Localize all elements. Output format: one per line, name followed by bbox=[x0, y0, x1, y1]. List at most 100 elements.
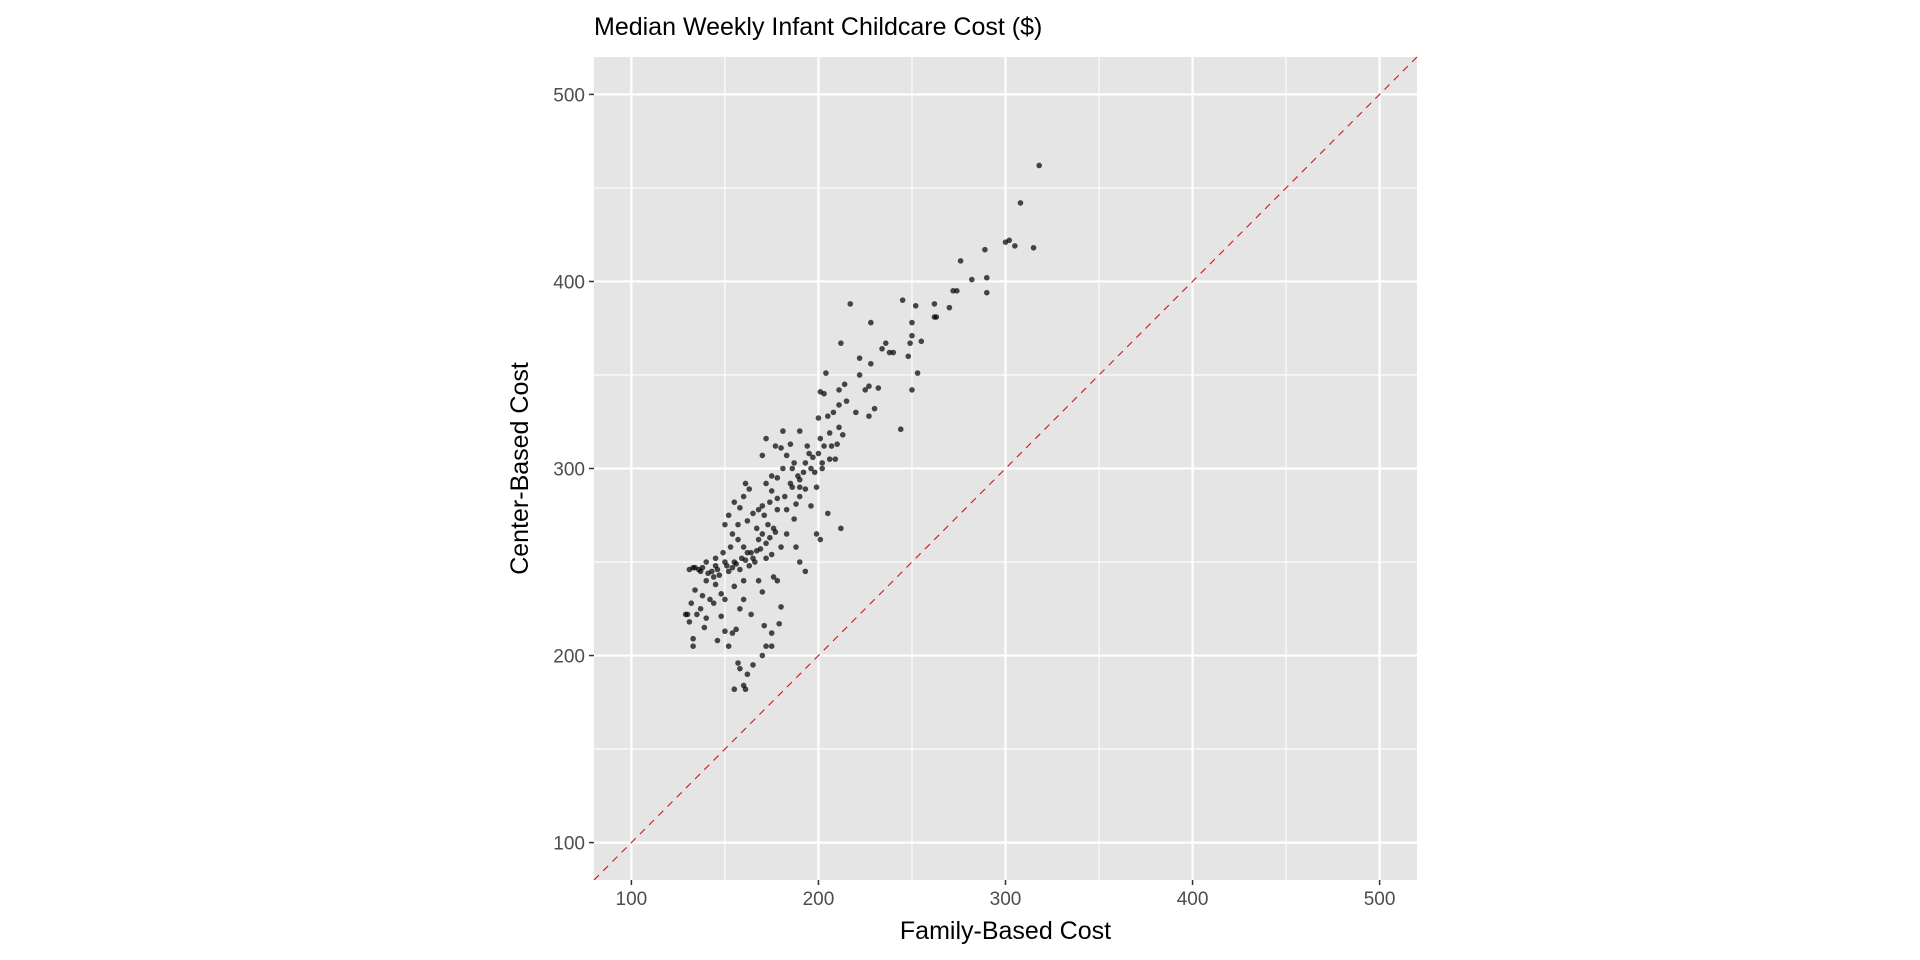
data-point bbox=[830, 409, 837, 416]
data-point bbox=[737, 665, 743, 672]
data-point bbox=[714, 637, 721, 644]
data-point bbox=[847, 301, 854, 307]
data-point bbox=[763, 555, 769, 562]
data-point bbox=[819, 460, 825, 466]
data-point bbox=[701, 624, 708, 631]
data-point bbox=[838, 525, 844, 532]
data-point bbox=[783, 452, 790, 459]
data-point bbox=[982, 246, 988, 253]
data-point bbox=[707, 596, 713, 603]
data-point bbox=[931, 301, 938, 307]
data-point bbox=[729, 630, 736, 636]
data-point bbox=[759, 531, 766, 537]
data-point bbox=[705, 570, 711, 577]
data-point bbox=[768, 551, 775, 558]
data-point bbox=[752, 559, 758, 565]
data-point bbox=[755, 536, 762, 543]
data-point bbox=[918, 338, 925, 345]
data-point bbox=[757, 546, 764, 552]
data-points bbox=[682, 162, 1042, 693]
data-point bbox=[946, 304, 953, 311]
data-point bbox=[767, 534, 773, 541]
data-point bbox=[804, 443, 811, 449]
data-point bbox=[750, 662, 756, 668]
data-point bbox=[802, 568, 809, 575]
data-point bbox=[800, 469, 807, 476]
data-point bbox=[909, 319, 915, 326]
y-tick-label: 400 bbox=[553, 272, 585, 293]
data-point bbox=[819, 465, 825, 472]
data-point bbox=[907, 340, 913, 346]
data-point bbox=[793, 501, 799, 507]
data-point bbox=[725, 643, 732, 649]
data-point bbox=[744, 671, 751, 678]
data-point bbox=[774, 495, 781, 502]
x-tick-label: 400 bbox=[1177, 889, 1209, 910]
data-point bbox=[787, 441, 794, 447]
data-point bbox=[793, 544, 799, 550]
data-point bbox=[759, 452, 766, 459]
data-point bbox=[755, 506, 762, 513]
x-tick-label: 200 bbox=[803, 889, 835, 910]
data-point bbox=[716, 572, 723, 578]
data-point bbox=[744, 518, 751, 524]
data-point bbox=[839, 432, 846, 438]
data-point bbox=[866, 413, 872, 419]
data-point bbox=[912, 302, 919, 309]
data-point bbox=[776, 620, 782, 627]
data-point bbox=[825, 413, 831, 419]
x-axis-label: Family-Based Cost bbox=[900, 917, 1111, 945]
data-point bbox=[954, 288, 960, 294]
data-point bbox=[802, 460, 809, 466]
data-point bbox=[737, 566, 743, 573]
data-point bbox=[686, 619, 693, 625]
data-point bbox=[697, 605, 704, 612]
data-point bbox=[740, 544, 747, 550]
data-point bbox=[789, 465, 796, 472]
data-point bbox=[817, 536, 824, 543]
data-point bbox=[778, 604, 784, 610]
data-point bbox=[682, 611, 689, 618]
data-point bbox=[836, 402, 842, 408]
data-point bbox=[796, 476, 803, 483]
data-point bbox=[759, 589, 766, 595]
data-point bbox=[983, 274, 990, 281]
data-point bbox=[778, 544, 784, 550]
data-point bbox=[817, 435, 824, 442]
data-point bbox=[774, 577, 781, 584]
data-point bbox=[856, 355, 863, 361]
data-point bbox=[772, 443, 779, 449]
data-point bbox=[703, 577, 710, 584]
data-point bbox=[714, 566, 721, 573]
y-tick-label: 500 bbox=[553, 85, 585, 106]
data-point bbox=[828, 443, 835, 449]
data-point bbox=[692, 587, 698, 593]
data-point bbox=[733, 626, 739, 633]
data-point bbox=[1036, 162, 1042, 169]
data-point bbox=[933, 314, 940, 320]
data-point bbox=[768, 488, 775, 494]
data-point bbox=[969, 276, 975, 283]
data-point bbox=[727, 544, 734, 550]
data-point bbox=[806, 450, 812, 457]
data-point bbox=[1017, 200, 1024, 206]
chart-title: Median Weekly Infant Childcare Cost ($) bbox=[594, 13, 1042, 41]
data-point bbox=[688, 600, 695, 606]
x-axis-ticks: 100 200 300 400 500 bbox=[616, 880, 1395, 910]
data-point bbox=[796, 559, 803, 565]
data-point bbox=[862, 387, 869, 393]
data-point bbox=[853, 409, 859, 416]
data-point bbox=[703, 615, 710, 621]
data-point bbox=[836, 387, 842, 393]
data-point bbox=[748, 549, 754, 556]
data-point bbox=[871, 405, 878, 412]
data-point bbox=[768, 630, 775, 636]
data-point bbox=[875, 385, 882, 391]
data-point bbox=[1012, 243, 1018, 249]
data-point bbox=[821, 443, 827, 449]
data-point bbox=[731, 499, 738, 505]
data-point bbox=[774, 475, 781, 481]
data-point bbox=[763, 435, 769, 442]
data-point bbox=[897, 426, 904, 433]
y-tick-label: 100 bbox=[553, 834, 585, 855]
